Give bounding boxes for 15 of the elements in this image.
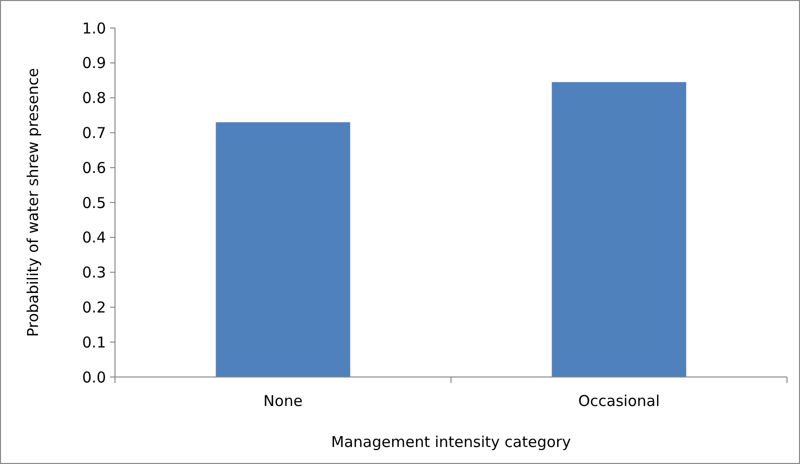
y-tick-label: 0.4 [82, 228, 106, 247]
y-tick-label: 0.7 [82, 124, 106, 142]
y-axis-title: Probability of water shrew presence [24, 68, 42, 337]
y-tick-label: 0.1 [82, 333, 106, 352]
y-tick-label: 0.3 [82, 264, 106, 282]
y-tick-label: 0.5 [82, 194, 106, 212]
x-tick-label: Occasional [578, 392, 660, 410]
x-tick-label: None [263, 392, 303, 410]
y-tick-label: 0.0 [82, 368, 106, 386]
y-tick-label: 0.2 [82, 298, 106, 316]
y-tick-label: 1.0 [82, 19, 106, 38]
y-tick-label: 0.8 [82, 89, 106, 108]
y-tick-label: 0.6 [82, 158, 106, 177]
x-axis-title: Management intensity category [331, 433, 571, 451]
y-tick-label: 0.9 [82, 54, 106, 72]
